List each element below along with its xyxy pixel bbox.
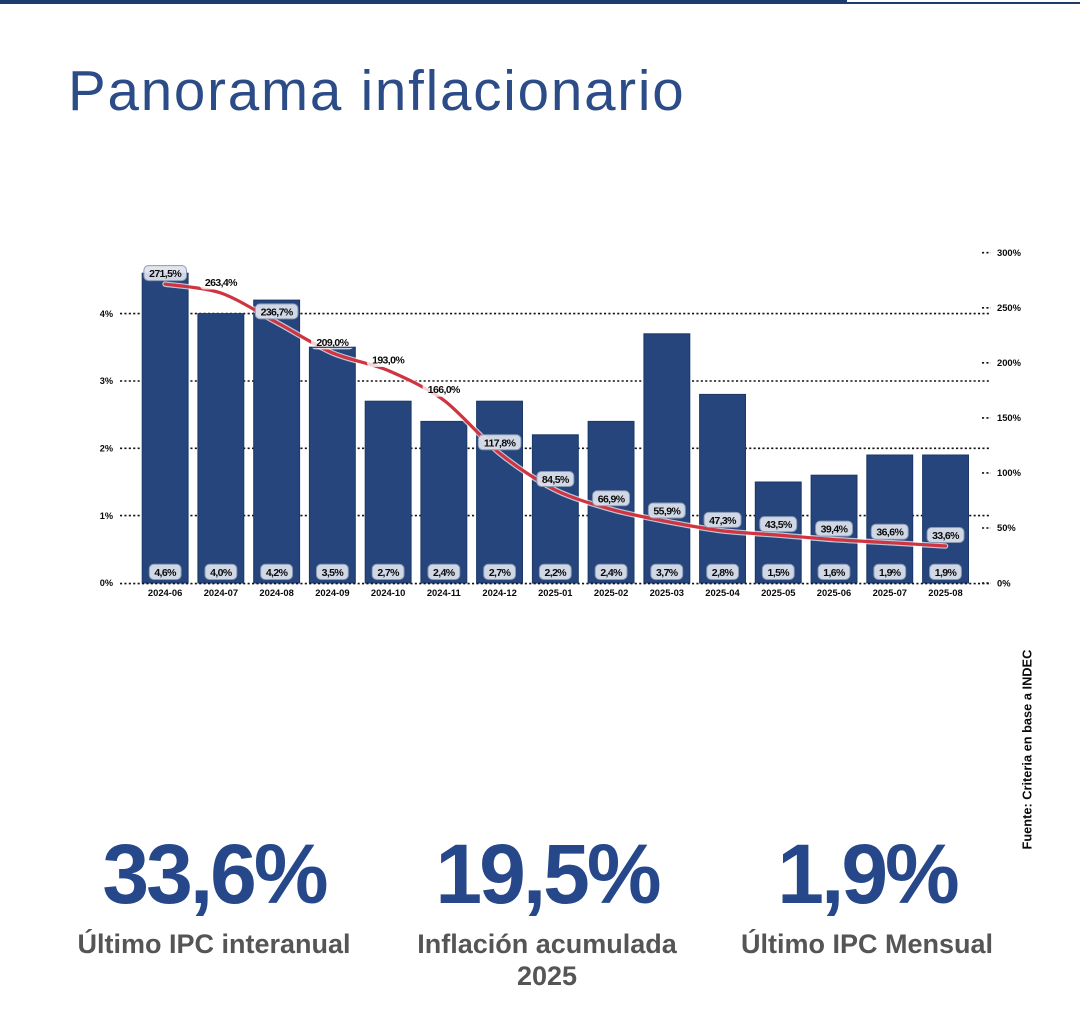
- svg-text:Fuente: Criteria en base a IND: Fuente: Criteria en base a INDEC: [1020, 650, 1035, 850]
- svg-text:236,7%: 236,7%: [261, 306, 294, 318]
- svg-text:2024-06: 2024-06: [148, 587, 182, 598]
- svg-text:1,9%: 1,9%: [935, 567, 958, 579]
- svg-text:2025-07: 2025-07: [873, 587, 907, 598]
- svg-text:193,0%: 193,0%: [372, 355, 405, 367]
- svg-text:300%: 300%: [997, 247, 1022, 258]
- svg-text:2025-02: 2025-02: [594, 587, 628, 598]
- svg-text:66,9%: 66,9%: [598, 493, 626, 505]
- svg-text:4%: 4%: [100, 309, 113, 319]
- svg-text:2,4%: 2,4%: [600, 567, 623, 579]
- svg-text:117,8%: 117,8%: [484, 437, 517, 449]
- svg-text:4,2%: 4,2%: [266, 567, 289, 579]
- svg-text:50%: 50%: [997, 522, 1016, 533]
- svg-text:2,7%: 2,7%: [489, 567, 512, 579]
- svg-text:2,7%: 2,7%: [377, 567, 400, 579]
- svg-text:2025-01: 2025-01: [538, 587, 572, 598]
- svg-text:0%: 0%: [997, 577, 1011, 588]
- svg-text:209,0%: 209,0%: [316, 337, 349, 349]
- svg-text:1,5%: 1,5%: [768, 567, 791, 579]
- svg-text:150%: 150%: [997, 412, 1022, 423]
- svg-text:100%: 100%: [997, 467, 1022, 478]
- svg-text:2024-07: 2024-07: [204, 587, 238, 598]
- svg-text:2%: 2%: [100, 444, 113, 454]
- svg-text:33,6%: 33,6%: [932, 530, 960, 542]
- svg-text:3,5%: 3,5%: [322, 567, 345, 579]
- svg-text:2025-05: 2025-05: [761, 587, 795, 598]
- svg-text:2,2%: 2,2%: [545, 567, 568, 579]
- svg-text:36,6%: 36,6%: [876, 527, 904, 539]
- svg-text:1%: 1%: [100, 511, 113, 521]
- svg-text:47,3%: 47,3%: [709, 515, 737, 527]
- svg-text:271,5%: 271,5%: [149, 268, 182, 280]
- svg-text:55,9%: 55,9%: [653, 506, 681, 518]
- svg-text:166,0%: 166,0%: [428, 384, 461, 396]
- svg-text:2025-06: 2025-06: [817, 587, 851, 598]
- svg-text:43,5%: 43,5%: [765, 519, 793, 531]
- svg-text:2025-04: 2025-04: [705, 587, 740, 598]
- svg-text:200%: 200%: [997, 357, 1022, 368]
- svg-text:2024-10: 2024-10: [371, 587, 405, 598]
- svg-text:2,8%: 2,8%: [712, 567, 735, 579]
- svg-text:2024-09: 2024-09: [315, 587, 349, 598]
- svg-text:39,4%: 39,4%: [821, 524, 849, 536]
- svg-text:250%: 250%: [997, 302, 1022, 313]
- svg-text:2,4%: 2,4%: [433, 567, 456, 579]
- svg-text:1,6%: 1,6%: [823, 567, 846, 579]
- svg-text:0%: 0%: [100, 578, 113, 588]
- svg-text:84,5%: 84,5%: [542, 474, 570, 486]
- svg-text:4,0%: 4,0%: [210, 567, 233, 579]
- svg-text:2024-12: 2024-12: [482, 587, 516, 598]
- svg-text:3%: 3%: [100, 376, 113, 386]
- svg-text:263,4%: 263,4%: [205, 277, 238, 289]
- svg-text:2025-03: 2025-03: [650, 587, 684, 598]
- svg-text:2024-08: 2024-08: [259, 587, 293, 598]
- svg-text:4,6%: 4,6%: [154, 567, 177, 579]
- svg-text:2025-08: 2025-08: [928, 587, 962, 598]
- svg-text:1,9%: 1,9%: [879, 567, 902, 579]
- svg-text:3,7%: 3,7%: [656, 567, 679, 579]
- svg-text:2024-11: 2024-11: [427, 587, 461, 598]
